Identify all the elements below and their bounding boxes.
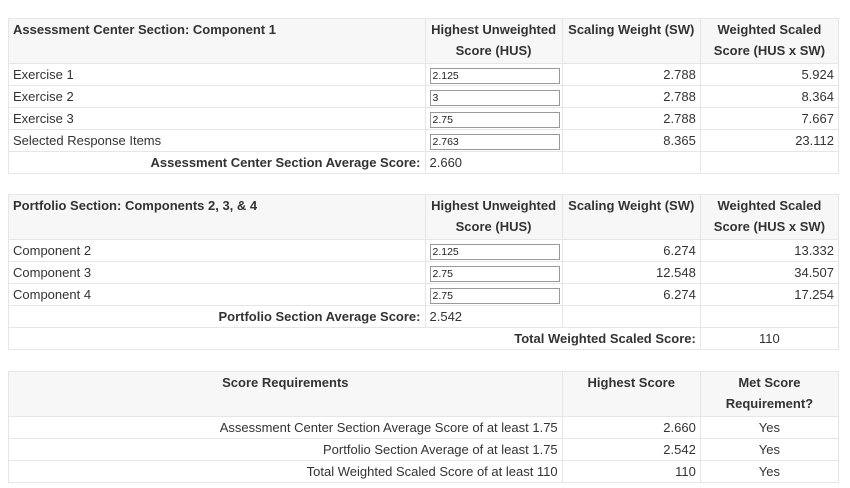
empty-cell — [699, 151, 840, 174]
highest-score-cell: 110 — [561, 460, 701, 483]
average-label: Portfolio Section Average Score: — [8, 305, 426, 328]
hus-cell — [424, 107, 563, 130]
wss-cell: 13.332 — [699, 239, 840, 262]
wss-cell: 5.924 — [699, 63, 840, 86]
assessment-header-wss: Weighted Scaled Score (HUS x SW) — [699, 18, 840, 64]
sw-cell: 8.365 — [561, 129, 701, 152]
requirement-label: Assessment Center Section Average Score … — [8, 416, 563, 439]
hus-cell — [424, 85, 563, 108]
row-label: Component 3 — [8, 261, 426, 284]
hus-input[interactable] — [429, 287, 560, 304]
hus-cell — [424, 239, 563, 262]
row-label: Exercise 2 — [8, 85, 426, 108]
hus-cell — [424, 129, 563, 152]
average-label: Assessment Center Section Average Score: — [8, 151, 426, 174]
row-label: Exercise 3 — [8, 107, 426, 130]
average-row: Portfolio Section Average Score: 2.542 — [8, 305, 840, 328]
empty-cell — [561, 305, 701, 328]
assessment-center-table: Assessment Center Section: Component 1 H… — [8, 18, 840, 174]
portfolio-header-section: Portfolio Section: Components 2, 3, & 4 — [8, 194, 426, 240]
met-requirement-header: Met Score Requirement? — [699, 371, 840, 417]
requirements-header: Score Requirements — [8, 371, 563, 417]
highest-score-cell: 2.542 — [561, 438, 701, 461]
wss-cell: 8.364 — [699, 85, 840, 108]
sw-cell: 6.274 — [561, 283, 701, 306]
table-row: Total Weighted Scaled Score of at least … — [8, 460, 840, 483]
sw-cell: 2.788 — [561, 107, 701, 130]
empty-cell — [561, 151, 701, 174]
requirement-label: Portfolio Section Average of at least 1.… — [8, 438, 563, 461]
row-label: Component 2 — [8, 239, 426, 262]
wss-cell: 7.667 — [699, 107, 840, 130]
table-row: Assessment Center Section Average Score … — [8, 416, 840, 439]
met-cell: Yes — [699, 416, 840, 439]
average-value: 2.542 — [424, 305, 563, 328]
table-row: Exercise 3 2.788 7.667 — [8, 107, 840, 130]
row-label: Exercise 1 — [8, 63, 426, 86]
hus-input[interactable] — [429, 243, 560, 260]
total-row: Total Weighted Scaled Score: 110 — [8, 327, 840, 350]
portfolio-header-hus: Highest Unweighted Score (HUS) — [424, 194, 563, 240]
assessment-header-sw: Scaling Weight (SW) — [561, 18, 701, 64]
highest-score-header: Highest Score — [561, 371, 701, 417]
hus-input[interactable] — [429, 89, 560, 106]
table-row: Component 3 12.548 34.507 — [8, 261, 840, 284]
wss-cell: 34.507 — [699, 261, 840, 284]
wss-cell: 23.112 — [699, 129, 840, 152]
sw-cell: 2.788 — [561, 63, 701, 86]
portfolio-header-sw: Scaling Weight (SW) — [561, 194, 701, 240]
sw-cell: 12.548 — [561, 261, 701, 284]
hus-input[interactable] — [429, 67, 560, 84]
table-row: Exercise 2 2.788 8.364 — [8, 85, 840, 108]
table-row: Portfolio Section Average of at least 1.… — [8, 438, 840, 461]
hus-cell — [424, 283, 563, 306]
highest-score-cell: 2.660 — [561, 416, 701, 439]
row-label: Selected Response Items — [8, 129, 426, 152]
met-cell: Yes — [699, 438, 840, 461]
portfolio-table: Portfolio Section: Components 2, 3, & 4 … — [8, 194, 840, 350]
hus-cell — [424, 63, 563, 86]
table-row: Exercise 1 2.788 5.924 — [8, 63, 840, 86]
score-requirements-table: Score Requirements Highest Score Met Sco… — [8, 371, 840, 483]
average-row: Assessment Center Section Average Score:… — [8, 151, 840, 174]
requirement-label: Total Weighted Scaled Score of at least … — [8, 460, 563, 483]
table-row: Component 2 6.274 13.332 — [8, 239, 840, 262]
hus-input[interactable] — [429, 265, 560, 282]
total-value: 110 — [699, 327, 840, 350]
wss-cell: 17.254 — [699, 283, 840, 306]
table-row: Selected Response Items 8.365 23.112 — [8, 129, 840, 152]
hus-input[interactable] — [429, 133, 560, 150]
empty-cell — [699, 305, 840, 328]
hus-input[interactable] — [429, 111, 560, 128]
portfolio-header-wss: Weighted Scaled Score (HUS x SW) — [699, 194, 840, 240]
average-value: 2.660 — [424, 151, 563, 174]
sw-cell: 6.274 — [561, 239, 701, 262]
met-cell: Yes — [699, 460, 840, 483]
sw-cell: 2.788 — [561, 85, 701, 108]
assessment-header-hus: Highest Unweighted Score (HUS) — [424, 18, 563, 64]
hus-cell — [424, 261, 563, 284]
table-row: Component 4 6.274 17.254 — [8, 283, 840, 306]
total-label: Total Weighted Scaled Score: — [8, 327, 701, 350]
row-label: Component 4 — [8, 283, 426, 306]
assessment-header-section: Assessment Center Section: Component 1 — [8, 18, 426, 64]
